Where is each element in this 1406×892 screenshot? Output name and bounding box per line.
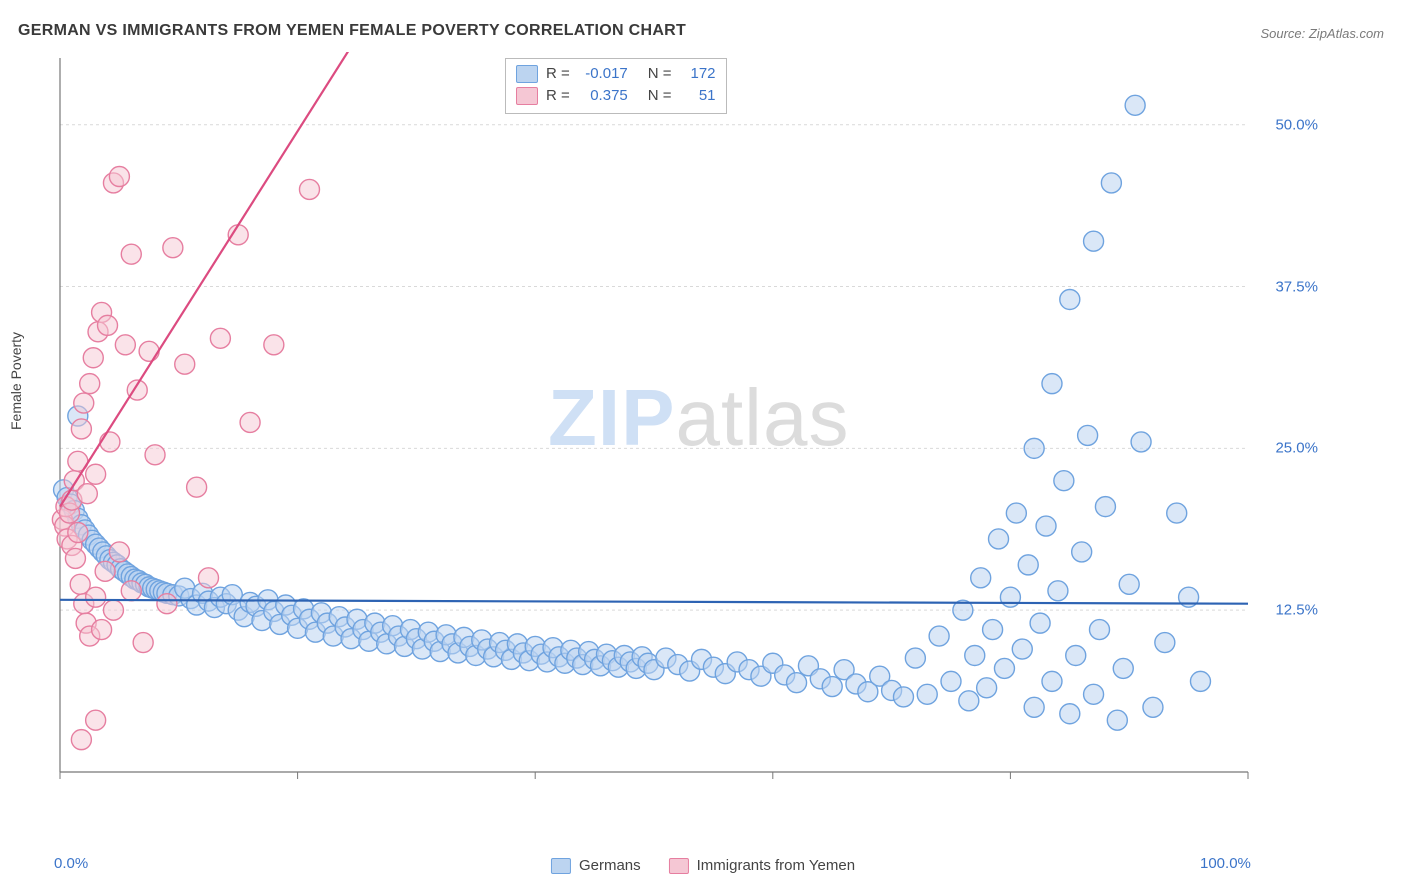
legend-item: Germans xyxy=(551,857,641,874)
legend-swatch xyxy=(516,65,538,83)
source-label: Source: ZipAtlas.com xyxy=(1260,26,1384,41)
chart-svg xyxy=(48,52,1338,822)
stat-r-value: 0.375 xyxy=(578,85,628,107)
legend-swatch xyxy=(551,858,571,874)
stats-legend-box: R = -0.017 N = 172 R = 0.375 N = 51 xyxy=(505,58,727,114)
x-tick-max: 100.0% xyxy=(1200,855,1251,872)
stat-r-label: R = xyxy=(546,85,570,107)
y-tick-label: 25.0% xyxy=(1275,440,1318,457)
stats-row: R = 0.375 N = 51 xyxy=(516,85,716,107)
bottom-legend: Germans Immigrants from Yemen xyxy=(551,857,855,874)
chart-title: GERMAN VS IMMIGRANTS FROM YEMEN FEMALE P… xyxy=(18,22,686,40)
y-axis-label: Female Poverty xyxy=(8,332,24,430)
legend-label: Germans xyxy=(579,857,641,874)
legend-swatch xyxy=(669,858,689,874)
legend-item: Immigrants from Yemen xyxy=(669,857,855,874)
y-tick-label: 12.5% xyxy=(1275,602,1318,619)
legend-label: Immigrants from Yemen xyxy=(697,857,855,874)
legend-swatch xyxy=(516,87,538,105)
stat-n-label: N = xyxy=(648,85,672,107)
chart-plot-area: 12.5%25.0%37.5%50.0% ZIPatlas xyxy=(48,52,1338,822)
y-tick-label: 37.5% xyxy=(1275,278,1318,295)
stat-n-label: N = xyxy=(648,63,672,85)
x-tick-min: 0.0% xyxy=(54,855,88,872)
stat-n-value: 172 xyxy=(680,63,716,85)
y-tick-label: 50.0% xyxy=(1275,116,1318,133)
stat-r-label: R = xyxy=(546,63,570,85)
stat-r-value: -0.017 xyxy=(578,63,628,85)
stats-row: R = -0.017 N = 172 xyxy=(516,63,716,85)
stat-n-value: 51 xyxy=(680,85,716,107)
